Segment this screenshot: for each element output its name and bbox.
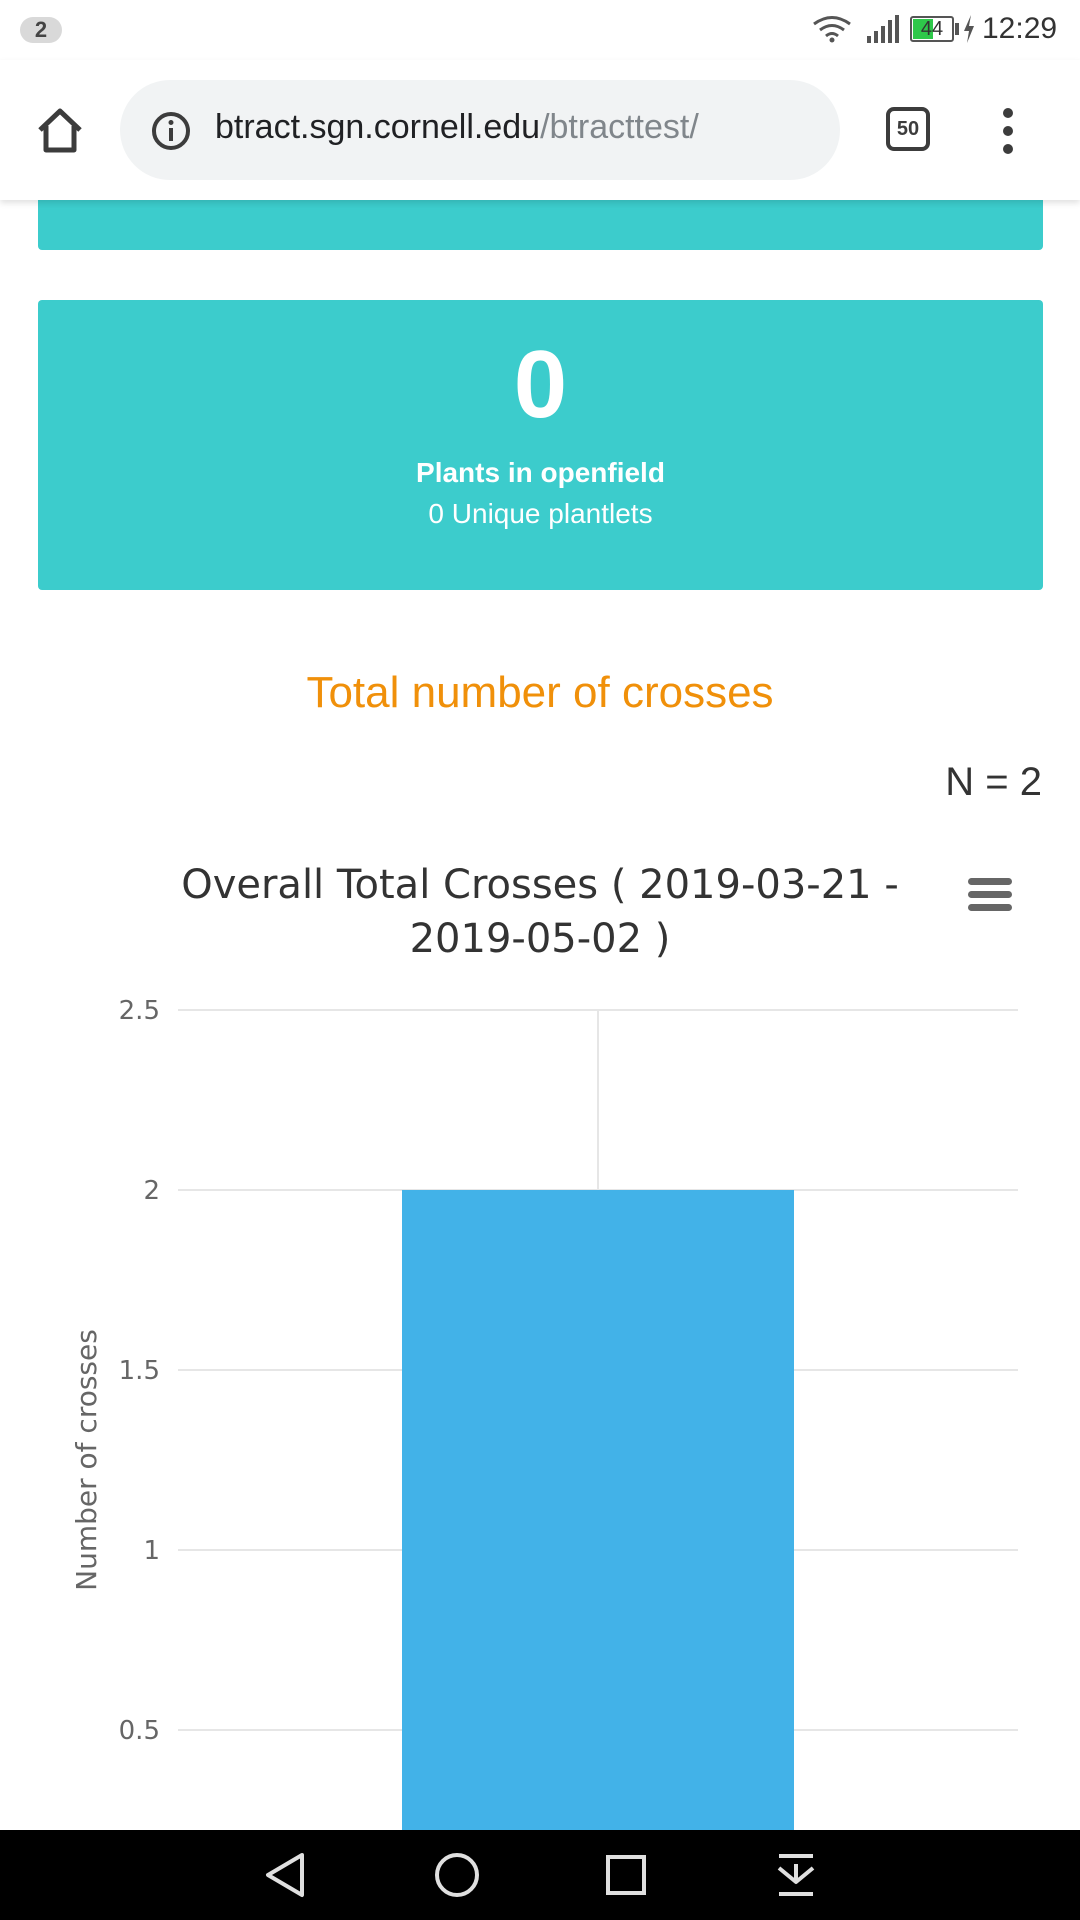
url-path: /btracttest/	[540, 108, 699, 146]
url-domain: btract.sgn.cornell.edu	[215, 108, 541, 146]
stat-card-previous	[38, 200, 1043, 250]
system-nav-bar	[0, 1830, 1080, 1920]
stat-value: 0	[513, 331, 568, 438]
y-axis-label: Number of crosses	[70, 1329, 103, 1591]
home-circle-icon[interactable]	[432, 1850, 482, 1900]
y-tick-label: 1	[143, 1536, 160, 1566]
battery-tip	[955, 23, 959, 35]
bar-chart: 0.5 1 1.5 2 2.5 Number of crosses	[70, 996, 1018, 1830]
chart-title-line-1: Overall Total Crosses ( 2019-03-21 -	[181, 862, 899, 908]
clock: 12:29	[982, 12, 1058, 45]
chart-title: Overall Total Crosses ( 2019-03-21 - 201…	[150, 858, 930, 966]
status-bar: 2 44 12:29	[0, 0, 1080, 60]
info-icon[interactable]	[150, 110, 192, 152]
url-text[interactable]: btract.sgn.cornell.edu/btracttest/	[215, 108, 699, 147]
charging-icon	[964, 15, 974, 43]
stat-sublabel: 0 Unique plantlets	[428, 498, 653, 529]
y-tick-label: 0.5	[119, 1716, 160, 1746]
chart-menu-icon[interactable]	[968, 878, 1012, 912]
back-icon[interactable]	[262, 1850, 308, 1900]
overflow-menu-icon[interactable]	[996, 108, 1020, 158]
notification-count-badge: 2	[20, 17, 62, 43]
bar[interactable]	[402, 1190, 794, 1830]
y-tick-label: 2.5	[119, 996, 160, 1026]
stat-label: Plants in openfield	[416, 457, 665, 488]
chart-title-line-2: 2019-05-02 )	[409, 916, 671, 962]
home-icon[interactable]	[30, 100, 90, 160]
recents-icon[interactable]	[604, 1850, 648, 1900]
stat-card: 0 Plants in openfield 0 Unique plantlets	[38, 300, 1043, 590]
battery-icon: 44	[910, 16, 954, 42]
browser-toolbar: btract.sgn.cornell.edu/btracttest/ 50	[0, 60, 1080, 200]
download-icon[interactable]	[776, 1850, 816, 1900]
tabs-icon[interactable]: 50	[886, 107, 930, 151]
section-title: Total number of crosses	[306, 668, 774, 717]
wifi-icon	[813, 16, 851, 43]
battery-level: 44	[920, 18, 944, 40]
signal-icon	[867, 15, 899, 43]
y-tick-label: 1.5	[119, 1356, 160, 1386]
y-tick-label: 2	[143, 1176, 160, 1206]
address-bar[interactable]: btract.sgn.cornell.edu/btracttest/	[120, 80, 840, 180]
n-count: N = 2	[945, 760, 1042, 804]
